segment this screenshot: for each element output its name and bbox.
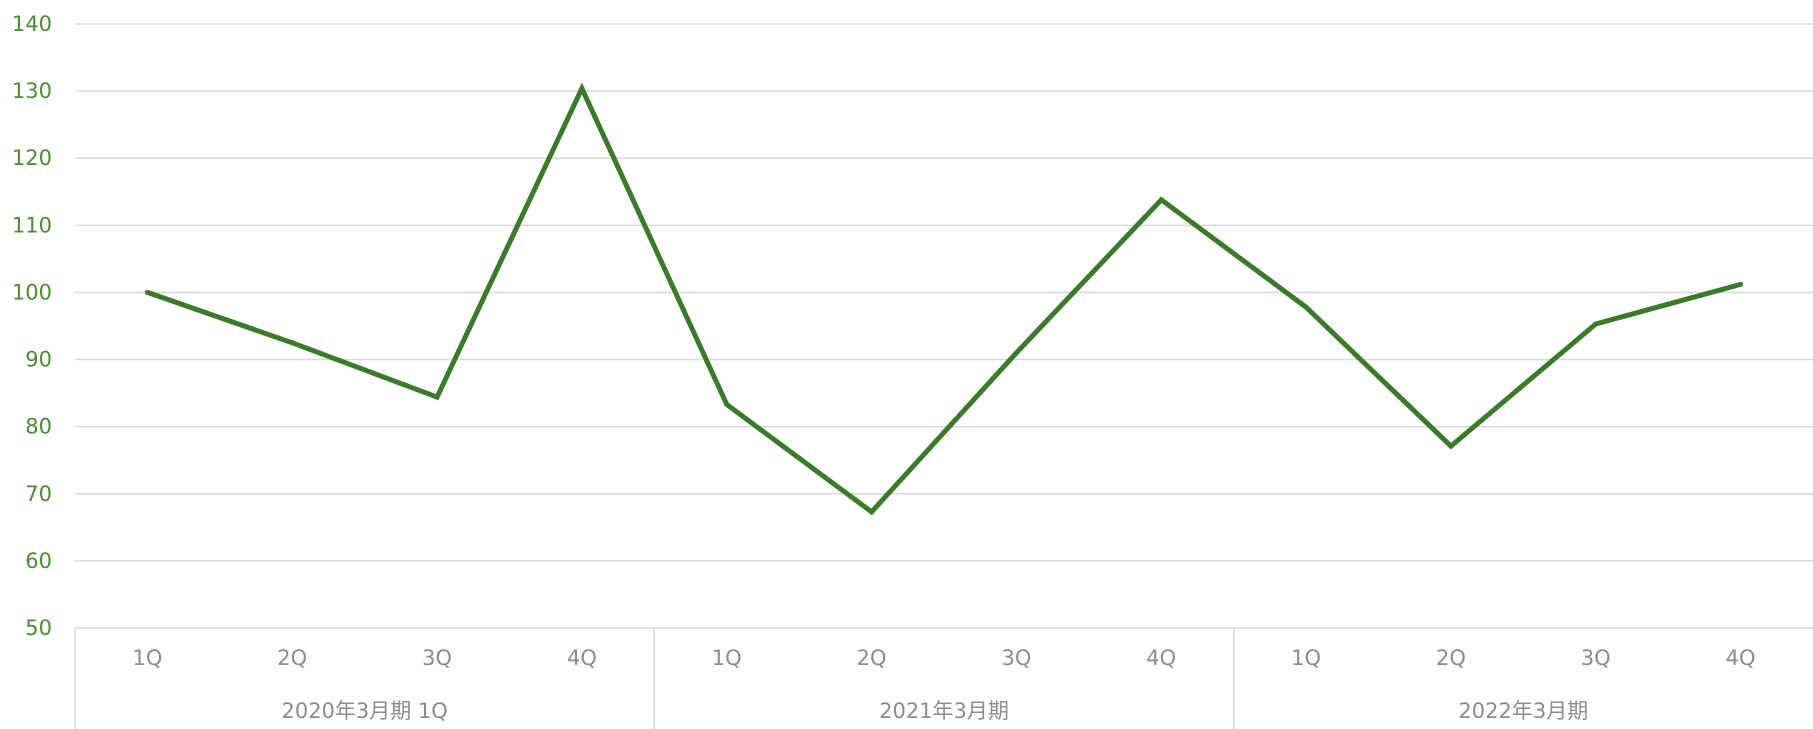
data-point xyxy=(289,340,295,346)
x-axis: 1Q 2Q 3Q 4Q 1Q 2Q 3Q 4Q 1Q 2Q 3Q 4Q 2020年3月期 1Q 2021年… xyxy=(74,627,1813,729)
gridlines xyxy=(75,23,1813,562)
y-tick-label: 130 xyxy=(12,79,52,103)
y-axis-ticks: 140 130 120 110 100 90 80 70 60 50 xyxy=(12,12,52,640)
data-point xyxy=(434,394,440,400)
x-tick-label: 1Q xyxy=(712,646,742,670)
data-point xyxy=(579,85,585,91)
y-tick-label: 100 xyxy=(12,280,52,304)
x-tick-label: 2Q xyxy=(1436,646,1466,670)
x-tick-label: 3Q xyxy=(1001,646,1031,670)
y-tick-label: 110 xyxy=(12,213,52,237)
data-point xyxy=(1303,304,1309,310)
x-tick-label: 4Q xyxy=(1726,646,1756,670)
series-line xyxy=(144,82,1744,516)
x-group-label: 2020年3月期 1Q xyxy=(281,699,447,723)
x-tick-label: 2Q xyxy=(277,646,307,670)
x-group-label: 2022年3月期 xyxy=(1458,699,1588,723)
x-tick-label: 1Q xyxy=(132,646,162,670)
x-tick-label: 3Q xyxy=(1581,646,1611,670)
data-point xyxy=(1593,321,1599,327)
data-point xyxy=(1738,281,1744,287)
data-point xyxy=(144,289,150,295)
x-tick-label: 4Q xyxy=(1146,646,1176,670)
x-tick-label: 3Q xyxy=(422,646,452,670)
y-tick-label: 80 xyxy=(25,415,52,439)
y-tick-label: 90 xyxy=(25,348,52,372)
y-tick-label: 70 xyxy=(25,482,52,506)
data-point xyxy=(1158,197,1164,203)
x-group-label: 2021年3月期 xyxy=(879,699,1009,723)
data-point xyxy=(724,402,730,408)
data-point xyxy=(1013,350,1019,356)
x-tick-label: 2Q xyxy=(857,646,887,670)
y-tick-label: 120 xyxy=(12,146,52,170)
y-tick-label: 60 xyxy=(25,549,52,573)
data-point xyxy=(1448,443,1454,449)
series-group xyxy=(144,82,1744,516)
data-point xyxy=(869,509,875,515)
y-tick-label: 50 xyxy=(25,616,52,640)
x-tick-label: 1Q xyxy=(1291,646,1321,670)
x-tick-label: 4Q xyxy=(567,646,597,670)
y-tick-label: 140 xyxy=(12,12,52,36)
